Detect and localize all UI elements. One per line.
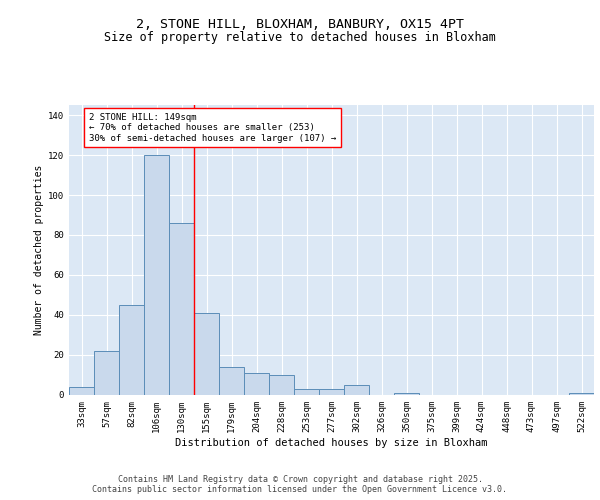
Bar <box>244 373 269 395</box>
Bar <box>219 367 244 395</box>
Bar <box>169 223 194 395</box>
X-axis label: Distribution of detached houses by size in Bloxham: Distribution of detached houses by size … <box>175 438 488 448</box>
Y-axis label: Number of detached properties: Number of detached properties <box>34 165 44 335</box>
Bar <box>569 393 594 395</box>
Text: 2 STONE HILL: 149sqm
← 70% of detached houses are smaller (253)
30% of semi-deta: 2 STONE HILL: 149sqm ← 70% of detached h… <box>89 113 336 143</box>
Bar <box>394 393 419 395</box>
Bar <box>194 313 219 395</box>
Bar <box>319 389 344 395</box>
Text: Size of property relative to detached houses in Bloxham: Size of property relative to detached ho… <box>104 31 496 44</box>
Text: Contains HM Land Registry data © Crown copyright and database right 2025.
Contai: Contains HM Land Registry data © Crown c… <box>92 474 508 494</box>
Bar <box>144 155 169 395</box>
Bar <box>94 351 119 395</box>
Bar <box>294 389 319 395</box>
Bar <box>269 375 294 395</box>
Bar <box>119 305 144 395</box>
Text: 2, STONE HILL, BLOXHAM, BANBURY, OX15 4PT: 2, STONE HILL, BLOXHAM, BANBURY, OX15 4P… <box>136 18 464 30</box>
Bar <box>344 385 369 395</box>
Bar <box>69 387 94 395</box>
